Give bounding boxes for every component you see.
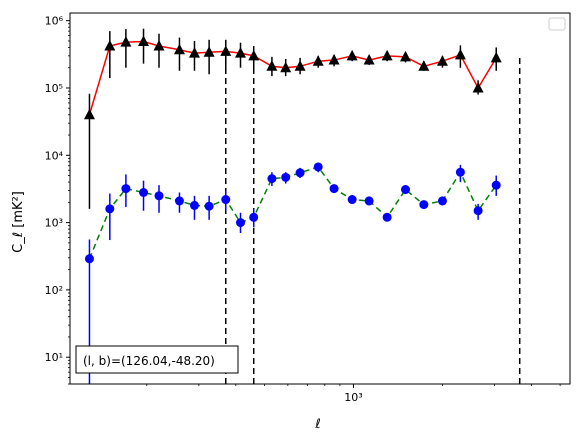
axes-frame: [69, 12, 571, 385]
upper-series-point: [153, 40, 165, 51]
upper-series-point: [173, 43, 185, 55]
upper-series-point: [346, 49, 358, 61]
upper-series-point: [400, 50, 412, 62]
upper-series-point: [120, 36, 132, 47]
lower-series-point: [401, 185, 411, 195]
annotation-group: (l, b)=(126.04,-48.20): [75, 345, 239, 374]
lower-series-point: [313, 162, 323, 172]
y-tick-label: 10⁴: [45, 149, 64, 162]
upper-series-point: [188, 47, 200, 58]
y-axis-label: C_ℓ [mK²]: [11, 191, 26, 253]
upper-series-point: [104, 40, 116, 51]
upper-series-point: [138, 35, 150, 47]
upper-series-point: [328, 54, 340, 65]
y-tick-label: 10⁶: [45, 15, 64, 28]
upper-series-point: [490, 51, 502, 63]
y-tick-label: 10²: [45, 284, 63, 297]
upper-series-point: [280, 61, 292, 73]
upper-series-point: [83, 108, 95, 120]
lower-series-point: [455, 167, 465, 177]
lower-series-point: [347, 195, 357, 205]
upper-series-point: [436, 55, 448, 66]
lower-series-point: [154, 191, 164, 201]
lower-series-point: [281, 172, 291, 182]
plot-area: [83, 28, 521, 384]
upper-series-point: [235, 47, 247, 58]
lower-series-point: [295, 168, 305, 178]
lower-series-point: [419, 200, 429, 210]
x-tick-label: 10³: [344, 391, 362, 404]
upper-series-point: [381, 49, 393, 61]
lower-series-point: [105, 204, 115, 214]
lower-series-point: [121, 184, 131, 194]
annotation-box: [75, 345, 239, 374]
lower-series-point: [84, 254, 94, 264]
lower-series-point: [267, 174, 277, 184]
lower-series-point: [189, 200, 199, 210]
upper-series-point: [454, 48, 466, 60]
legend-frame: [548, 17, 566, 31]
lower-series-point: [139, 187, 149, 197]
upper-series-point: [472, 81, 484, 93]
lower-series-point: [437, 196, 447, 206]
upper-series-point: [266, 60, 278, 71]
lower-series-point: [174, 196, 184, 206]
axes: 10¹ 10² 10³ 10⁴ 10⁵ 10⁶ 10³: [45, 12, 571, 404]
tick-marks: [66, 20, 561, 388]
upper-series-point: [294, 60, 306, 71]
lower-series-point: [382, 212, 392, 222]
y-tick-label: 10³: [45, 217, 63, 230]
upper-series-point: [248, 49, 260, 61]
annotation-text: (l, b)=(126.04,-48.20): [83, 354, 215, 368]
lower-series-point: [236, 218, 246, 228]
lower-series-point: [473, 206, 483, 216]
upper-series-point: [203, 46, 215, 57]
lower-series-point: [249, 212, 259, 222]
legend-box: [548, 17, 566, 31]
upper-series-point: [418, 60, 430, 71]
y-tick-label: 10¹: [45, 351, 63, 364]
upper-series-point: [220, 45, 232, 56]
lower-series-point: [204, 201, 214, 211]
upper-series-point: [363, 54, 375, 65]
upper-series-point: [312, 55, 324, 66]
lower-series-point: [364, 196, 374, 206]
y-tick-label: 10⁵: [45, 82, 63, 95]
lower-series-point: [221, 195, 231, 205]
lower-series-point: [329, 184, 339, 194]
x-axis-label: ℓ: [314, 417, 320, 432]
lower-series-point: [491, 180, 501, 190]
